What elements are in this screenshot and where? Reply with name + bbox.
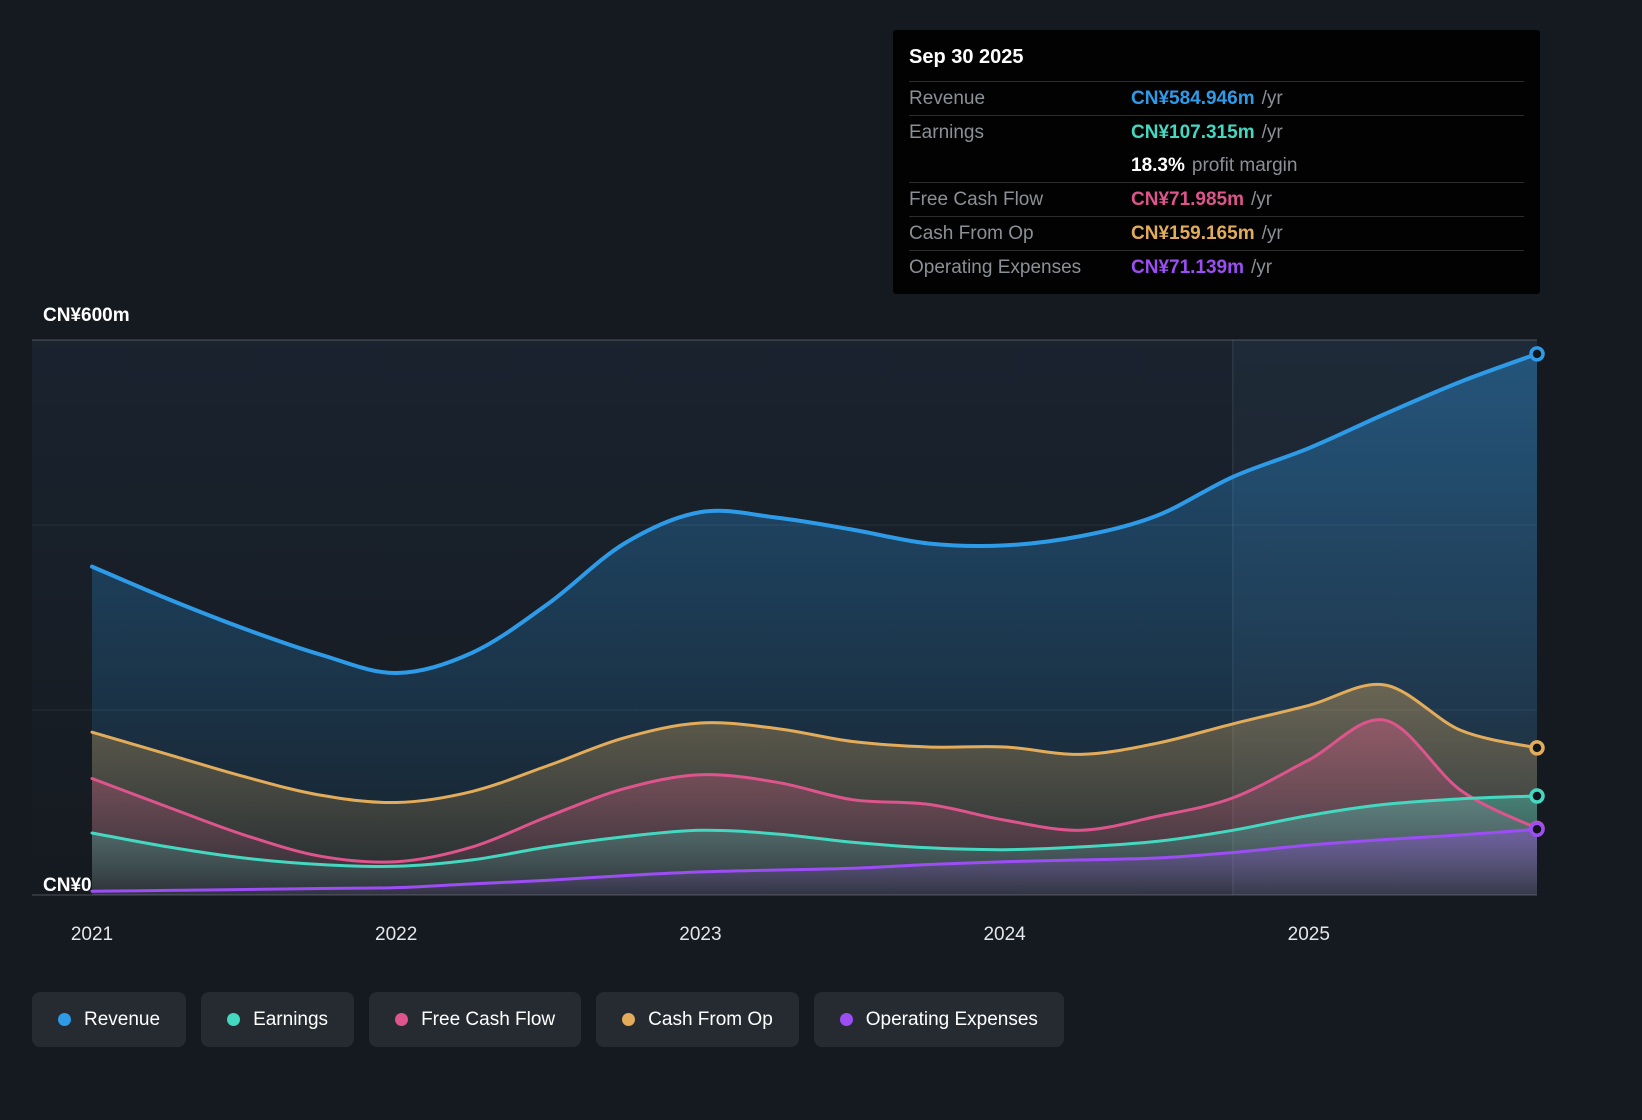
legend-item-operating-expenses[interactable]: Operating Expenses bbox=[813, 992, 1064, 1047]
x-axis-label-2022: 2022 bbox=[375, 924, 418, 945]
tooltip-row-revenue: Revenue CN¥584.946m /yr bbox=[909, 81, 1524, 115]
tooltip-value-earnings: CN¥107.315m bbox=[1131, 121, 1255, 143]
chart-legend: Revenue Earnings Free Cash Flow Cash Fro… bbox=[32, 992, 1064, 1047]
tooltip-value-operating-expenses: CN¥71.139m bbox=[1131, 256, 1245, 278]
tooltip-row-profit-margin: 18.3% profit margin bbox=[909, 149, 1524, 182]
x-axis-label-2021: 2021 bbox=[70, 924, 114, 945]
tooltip-row-earnings: Earnings CN¥107.315m /yr bbox=[909, 115, 1524, 149]
tooltip-value-revenue: CN¥584.946m bbox=[1131, 87, 1255, 109]
tooltip-suffix-profit-margin: profit margin bbox=[1191, 154, 1298, 176]
earnings-line bbox=[90, 794, 1539, 869]
legend-label-revenue: Revenue bbox=[84, 1008, 161, 1030]
tooltip-label-operating-expenses: Operating Expenses bbox=[909, 256, 1082, 278]
legend-dot-earnings-icon bbox=[227, 1013, 241, 1026]
x-axis-label-2025: 2025 bbox=[1287, 924, 1330, 945]
cash-from-op-end-marker bbox=[1529, 740, 1545, 756]
tooltip-label-free-cash-flow: Free Cash Flow bbox=[909, 188, 1044, 210]
tooltip-row-operating-expenses: Operating Expenses CN¥71.139m /yr bbox=[909, 250, 1524, 284]
x-axis-label-2024: 2024 bbox=[983, 924, 1026, 945]
legend-item-free-cash-flow[interactable]: Free Cash Flow bbox=[369, 992, 582, 1047]
tooltip-date: Sep 30 2025 bbox=[909, 46, 1024, 68]
chart-tooltip: Sep 30 2025 Revenue CN¥584.946m /yr Earn… bbox=[893, 30, 1540, 294]
revenue-line bbox=[90, 351, 1539, 676]
legend-item-earnings[interactable]: Earnings bbox=[201, 992, 355, 1047]
legend-label-free-cash-flow: Free Cash Flow bbox=[421, 1008, 556, 1030]
tooltip-value-profit-margin: 18.3% bbox=[1131, 154, 1185, 176]
legend-dot-revenue-icon bbox=[58, 1013, 71, 1026]
legend-label-cash-from-op: Cash From Op bbox=[648, 1008, 773, 1030]
tooltip-suffix-cash-from-op: /yr bbox=[1261, 222, 1283, 244]
tooltip-suffix-free-cash-flow: /yr bbox=[1251, 188, 1273, 210]
tooltip-value-cash-from-op: CN¥159.165m bbox=[1131, 222, 1255, 244]
earnings-end-marker bbox=[1529, 788, 1545, 804]
tooltip-label-cash-from-op: Cash From Op bbox=[909, 222, 1034, 244]
operating-expenses-line bbox=[90, 827, 1539, 893]
tooltip-label-revenue: Revenue bbox=[909, 87, 986, 109]
legend-label-operating-expenses: Operating Expenses bbox=[865, 1008, 1038, 1030]
tooltip-row-cash-from-op: Cash From Op CN¥159.165m /yr bbox=[909, 216, 1524, 250]
y-axis-label-max: CN¥600m bbox=[43, 305, 130, 326]
operating-expenses-end-marker bbox=[1529, 821, 1545, 838]
legend-dot-cash-from-op-icon bbox=[622, 1013, 636, 1026]
free-cash-flow-line bbox=[90, 718, 1539, 864]
revenue-end-marker bbox=[1529, 346, 1545, 362]
cash-from-op-line bbox=[90, 682, 1539, 805]
tooltip-suffix-earnings: /yr bbox=[1261, 121, 1283, 143]
operating-expenses-area bbox=[92, 829, 1537, 895]
tooltip-value-free-cash-flow: CN¥71.985m bbox=[1131, 188, 1245, 210]
x-axis: 2021 2022 2023 2024 2025 bbox=[0, 924, 1642, 954]
tooltip-row-free-cash-flow: Free Cash Flow CN¥71.985m /yr bbox=[909, 182, 1524, 216]
legend-label-earnings: Earnings bbox=[253, 1008, 329, 1030]
y-axis-label-zero: CN¥0 bbox=[43, 875, 92, 896]
legend-item-revenue[interactable]: Revenue bbox=[32, 992, 187, 1047]
legend-dot-free-cash-flow-icon bbox=[395, 1013, 409, 1026]
tooltip-label-earnings: Earnings bbox=[909, 121, 984, 143]
tooltip-suffix-operating-expenses: /yr bbox=[1251, 256, 1273, 278]
legend-item-cash-from-op[interactable]: Cash From Op bbox=[596, 992, 799, 1047]
legend-dot-operating-expenses-icon bbox=[839, 1013, 853, 1026]
tooltip-suffix-revenue: /yr bbox=[1261, 87, 1283, 109]
x-axis-label-2023: 2023 bbox=[679, 924, 722, 945]
